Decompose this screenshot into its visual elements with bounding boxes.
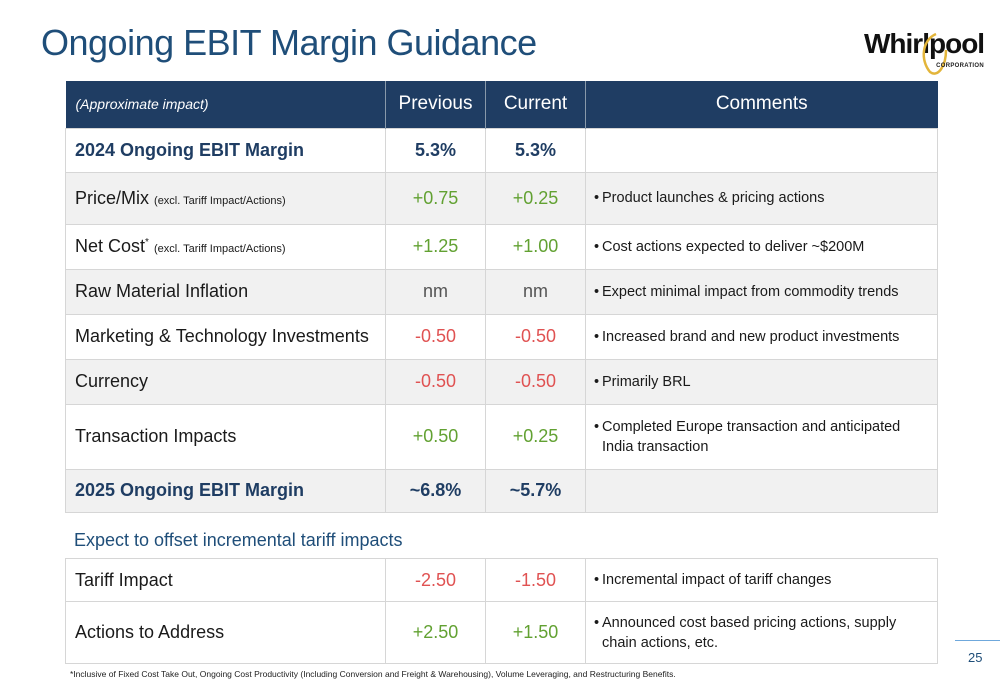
current-value: +0.25 <box>485 171 586 225</box>
bullet-icon: • <box>594 373 600 390</box>
row-label: Transaction Impacts <box>65 403 386 470</box>
comment-cell: • Expect minimal impact from commodity tr… <box>585 268 938 315</box>
current-value: 5.3% <box>485 127 586 173</box>
header-approximate-impact: (Approximate impact) <box>65 81 386 128</box>
table-row: Price/Mix (excl. Tariff Impact/Actions) +… <box>65 171 938 225</box>
comment-line: Product launches & pricing actions <box>602 190 825 206</box>
footnote: *Inclusive of Fixed Cost Take Out, Ongoi… <box>70 669 676 679</box>
row-label-text: Currency <box>75 371 149 391</box>
previous-value: +1.25 <box>385 223 486 270</box>
comment-cell <box>585 127 938 173</box>
previous-value: 5.3% <box>385 127 486 173</box>
page-number-divider <box>955 640 1000 641</box>
row-label-text: Actions to Address <box>75 622 225 642</box>
table-row: Raw Material Inflation nm nm • Expect minima… <box>65 268 938 315</box>
comment-line: Expect minimal impact from commodity tre… <box>602 283 899 300</box>
page-number: 25 <box>968 650 983 665</box>
comment-line: Completed Europe transaction and anticip… <box>602 418 901 435</box>
comment-line: chain actions, etc. <box>602 634 719 651</box>
row-label-text: Tariff Impact <box>75 569 173 590</box>
page-title: Ongoing EBIT Margin Guidance <box>41 22 537 63</box>
row-label-text: Marketing & Technology Investments <box>75 326 369 346</box>
row-label: Net Cost* (excl. Tariff Impact/Actions) <box>65 223 386 270</box>
current-value: +1.50 <box>485 601 586 664</box>
previous-value: nm <box>385 268 486 315</box>
row-label-note: (excl. Tariff Impact/Actions) <box>153 243 286 255</box>
table-row: 2025 Ongoing EBIT Margin ~6.8% ~5.7% <box>65 468 938 513</box>
header-current: Current <box>485 81 586 128</box>
row-label: Actions to Address <box>65 601 386 664</box>
row-label: Marketing & Technology Investments <box>65 313 386 360</box>
comment-line: Increased brand and new product investme… <box>602 328 900 345</box>
current-value: -0.50 <box>485 313 586 360</box>
comment-cell: • Announced cost based pricing actions, s… <box>585 601 938 664</box>
comment-line: Announced cost based pricing actions, su… <box>602 614 897 631</box>
comment-line: India transaction <box>602 438 709 455</box>
row-label-note: (excl. Tariff Impact/Actions) <box>154 194 286 207</box>
row-label: 2025 Ongoing EBIT Margin <box>65 468 386 513</box>
bullet-icon: • <box>594 190 600 206</box>
row-label-text: Raw Material Inflation <box>75 281 249 301</box>
previous-value: ~6.8% <box>385 468 486 513</box>
row-label: Price/Mix (excl. Tariff Impact/Actions) <box>65 171 386 225</box>
current-value: ~5.7% <box>485 468 586 513</box>
row-label: Currency <box>65 358 386 405</box>
logo-subtext: CORPORATION <box>936 63 984 69</box>
previous-value: -2.50 <box>385 558 486 602</box>
row-label-text: Net Cost <box>75 236 146 256</box>
comment-line: Incremental impact of tariff changes <box>602 572 832 588</box>
header-previous: Previous <box>385 81 486 128</box>
table-row: Currency -0.50 -0.50 • Primarily BRL <box>65 358 938 405</box>
row-label-text: 2025 Ongoing EBIT Margin <box>75 480 305 500</box>
comment-cell: • Incremental impact of tariff changes <box>585 558 938 602</box>
row-label-text: Price/Mix <box>75 187 150 208</box>
comment-line: Cost actions expected to deliver ~$200M <box>602 238 865 255</box>
comment-cell: • Product launches & pricing actions <box>585 171 938 225</box>
row-label-text: 2024 Ongoing EBIT Margin <box>75 139 305 160</box>
comment-cell: • Completed Europe transaction and antici… <box>585 403 938 470</box>
bullet-icon: • <box>594 328 600 345</box>
bullet-icon: • <box>594 614 600 631</box>
previous-value: +2.50 <box>385 601 486 664</box>
comment-cell: • Cost actions expected to deliver ~$200M <box>585 223 938 270</box>
previous-value: -0.50 <box>385 358 486 405</box>
bullet-icon: • <box>594 572 600 588</box>
row-label: Raw Material Inflation <box>65 268 386 315</box>
row-label-text: Transaction Impacts <box>75 426 237 446</box>
row-label: Tariff Impact <box>65 558 386 602</box>
bullet-icon: • <box>594 238 600 255</box>
table-header-row: (Approximate impact) Previous Current Co… <box>65 81 938 128</box>
previous-value: +0.50 <box>385 403 486 470</box>
current-value: nm <box>485 268 586 315</box>
footnote-marker: * <box>145 237 149 248</box>
tariff-table: Tariff Impact -2.50 -1.50 • Incremental impa… <box>65 558 938 664</box>
bullet-icon: • <box>594 283 600 300</box>
row-label: 2024 Ongoing EBIT Margin <box>65 127 386 173</box>
current-value: +1.00 <box>485 223 586 270</box>
logo-swoosh-icon <box>922 32 948 75</box>
guidance-table: (Approximate impact) Previous Current Co… <box>65 81 938 513</box>
previous-value: +0.75 <box>385 171 486 225</box>
current-value: -1.50 <box>485 558 586 602</box>
table-row: Marketing & Technology Investments -0.50-… <box>65 313 938 360</box>
whirlpool-logo: Whirlpool CORPORATION <box>864 28 985 76</box>
comment-cell <box>585 468 938 513</box>
current-value: +0.25 <box>485 403 586 470</box>
comment-line: Primarily BRL <box>602 373 691 390</box>
table-row: 2024 Ongoing EBIT Margin 5.3% 5.3% <box>65 127 938 173</box>
comment-cell: • Increased brand and new product investm… <box>585 313 938 360</box>
table-row: Transaction Impacts +0.50 +0.25 • Completed … <box>65 403 938 470</box>
table-row: Net Cost* (excl. Tariff Impact/Actions) +… <box>65 223 938 270</box>
table-row: Tariff Impact -2.50 -1.50 • Incremental impa… <box>65 558 938 602</box>
table-row: Actions to Address +2.50 +1.50 • Announced c… <box>65 601 938 664</box>
section-note: Expect to offset incremental tariff impa… <box>74 530 403 550</box>
comment-cell: • Primarily BRL <box>585 358 938 405</box>
previous-value: -0.50 <box>385 313 486 360</box>
bullet-icon: • <box>594 418 600 435</box>
header-comments: Comments <box>585 81 938 128</box>
current-value: -0.50 <box>485 358 586 405</box>
